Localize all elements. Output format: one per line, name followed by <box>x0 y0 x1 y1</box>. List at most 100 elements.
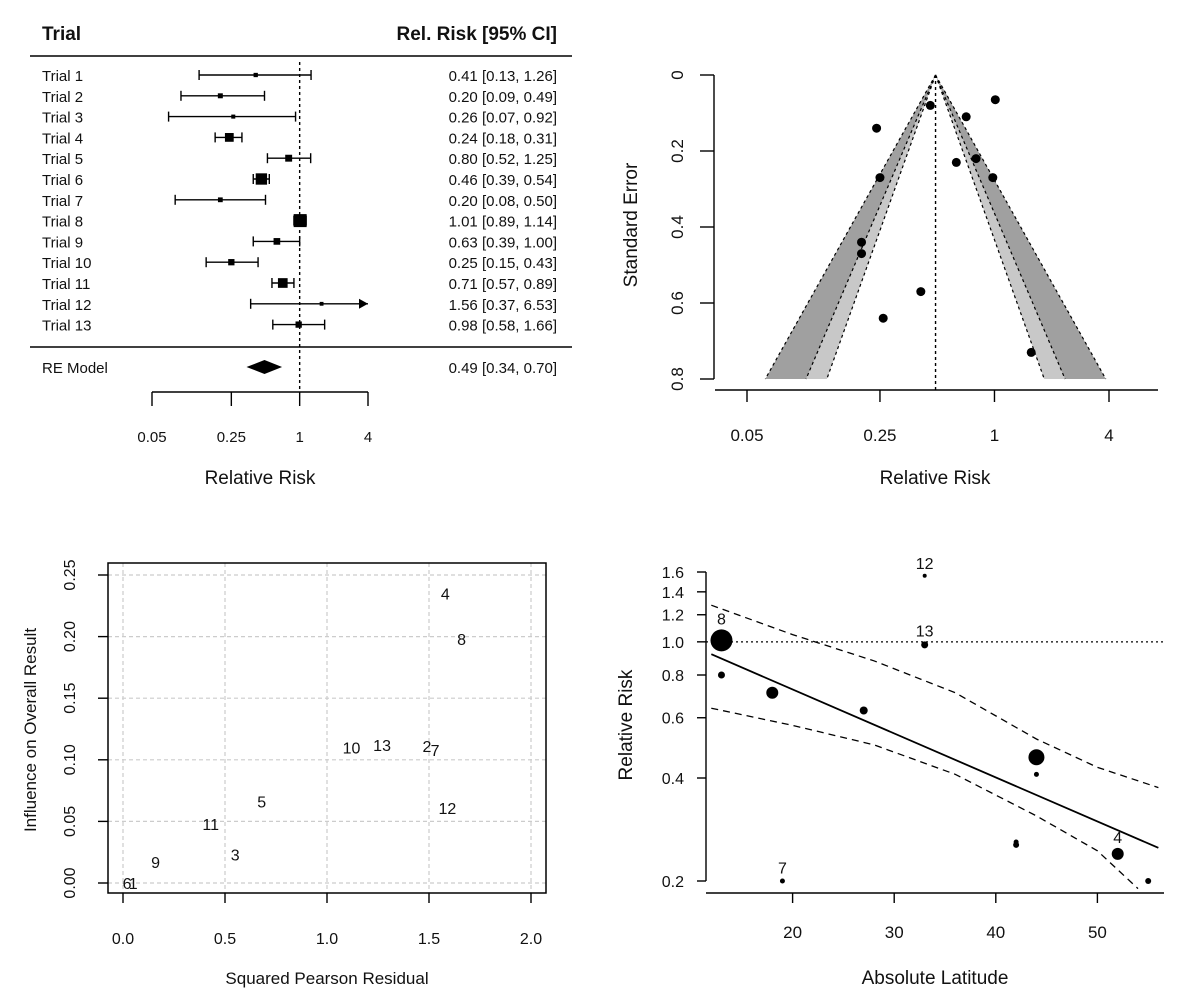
funnel-plot: 0.05 0.25 1 4 0 0.2 0.4 0.6 0.8 Relative Risk St… <box>621 70 1158 489</box>
funnel-x-label: Relative Risk <box>880 468 991 489</box>
influence-x-tick-label: 1.5 <box>418 931 440 948</box>
funnel-x-tick-label: 0.05 <box>730 426 763 445</box>
funnel-y-tick-label: 0.8 <box>668 367 687 391</box>
forest-plot: Trial Rel. Risk [95% CI] Trial 1 0.41 [0.… <box>30 24 572 489</box>
forest-study-estimate: 0.20 [0.08, 0.50] <box>449 193 557 210</box>
funnel-point <box>988 173 998 183</box>
funnel-point <box>875 173 885 183</box>
bubble-y-tick-label: 0.6 <box>662 711 684 728</box>
forest-study-estimate: 0.41 [0.13, 1.26] <box>449 68 557 85</box>
influence-y-tick-label: 0.15 <box>62 683 79 714</box>
bubble-point <box>710 629 733 652</box>
funnel-x-tick-label: 4 <box>1104 426 1113 445</box>
forest-study-estimate: 0.26 [0.07, 0.92] <box>449 110 557 127</box>
forest-header-right: Rel. Risk [95% CI] <box>397 24 558 45</box>
bubble-point-label: 12 <box>916 556 934 573</box>
bubble-points: 8 7 12 13 4 <box>710 556 1152 884</box>
bubble-y-tick-label: 1.4 <box>662 585 684 602</box>
funnel-point <box>925 100 935 110</box>
forest-study-label: Trial 12 <box>42 297 91 314</box>
influence-point-label: 13 <box>373 738 391 755</box>
influence-point-label: 11 <box>202 817 219 834</box>
funnel-point <box>961 112 971 122</box>
forest-study-estimate: 0.71 [0.57, 0.89] <box>449 276 557 293</box>
influence-point-label: 5 <box>257 795 266 812</box>
influence-x-tick-label: 1.0 <box>316 931 338 948</box>
bubble-point <box>1028 749 1045 766</box>
funnel-y-tick-label: 0.4 <box>668 215 687 239</box>
bubble-x-tick-label: 30 <box>885 923 904 942</box>
bubble-point <box>1033 771 1039 777</box>
forest-summary-diamond <box>246 360 283 374</box>
bubble-ci-upper <box>711 604 1159 789</box>
bubble-y-tick-label: 0.2 <box>662 874 684 891</box>
funnel-point <box>1026 347 1036 357</box>
forest-study-label: Trial 9 <box>42 234 83 251</box>
bubble-point-label: 4 <box>1113 830 1122 847</box>
influence-points: 619 3 11 5 12 10 13 2 7 4 8 <box>123 586 467 893</box>
forest-study-label: Trial 2 <box>42 89 83 106</box>
forest-study-label: Trial 3 <box>42 110 83 127</box>
influence-y-label: Influence on Overall Result <box>21 628 40 832</box>
influence-grid <box>108 563 546 893</box>
influence-x-tick-label: 0.0 <box>112 931 134 948</box>
forest-point-box <box>231 114 236 119</box>
forest-point-box <box>228 259 235 266</box>
forest-study-estimate: 0.20 [0.09, 0.49] <box>449 89 557 106</box>
influence-y-tick-label: 0.25 <box>62 559 79 590</box>
influence-x-label: Squared Pearson Residual <box>225 969 428 988</box>
bubble-y-tick-label: 1.6 <box>662 565 684 582</box>
funnel-y-tick-label: 0.2 <box>668 139 687 163</box>
funnel-point <box>857 237 867 247</box>
bubble-ci-lower <box>711 707 1139 890</box>
forest-point-box <box>285 154 293 162</box>
funnel-boundary-line <box>934 74 1066 380</box>
influence-y-tick-label: 0.10 <box>62 744 79 775</box>
influence-point-label: 1 <box>129 876 138 893</box>
influence-point-label: 3 <box>231 848 240 865</box>
bubble-fit-line <box>710 653 1159 849</box>
forest-point-box <box>224 133 234 142</box>
influence-x-tick-label: 2.0 <box>520 931 542 948</box>
influence-y-tick-label: 0.00 <box>62 867 79 898</box>
bubble-point <box>766 686 779 699</box>
forest-study-label: Trial 13 <box>42 318 91 335</box>
funnel-regions <box>764 74 1107 390</box>
forest-point-box <box>273 238 281 245</box>
forest-summary-estimate: 0.49 [0.34, 0.70] <box>449 360 557 377</box>
influence-point-label: 8 <box>457 632 466 649</box>
forest-point-box <box>217 197 223 203</box>
influence-point-label: 6 <box>123 876 132 893</box>
funnel-boundary-line <box>935 74 1107 380</box>
forest-study-estimate: 0.98 [0.58, 1.66] <box>449 318 557 335</box>
funnel-point <box>878 313 888 323</box>
forest-x-tick-label: 4 <box>364 429 372 446</box>
bubble-x-tick-label: 40 <box>986 923 1005 942</box>
forest-x-label: Relative Risk <box>205 468 316 489</box>
influence-y-tick-label: 0.05 <box>62 806 79 837</box>
influence-point-label: 4 <box>441 586 450 603</box>
influence-x-tick-label: 0.5 <box>214 931 236 948</box>
forest-study-label: Trial 10 <box>42 255 91 272</box>
funnel-y-label: Standard Error <box>621 162 642 287</box>
bubble-point-label: 13 <box>916 623 934 640</box>
bubble-y-label: Relative Risk <box>616 669 637 780</box>
funnel-point <box>951 157 961 167</box>
forest-point-box <box>217 93 223 99</box>
forest-study-estimate: 0.24 [0.18, 0.31] <box>449 130 557 147</box>
influence-point-label: 9 <box>151 855 160 872</box>
forest-x-tick-label: 0.05 <box>137 429 166 446</box>
bubble-point <box>921 641 929 649</box>
bubble-y-tick-label: 0.8 <box>662 668 684 685</box>
influence-point-label: 10 <box>343 740 361 757</box>
influence-point-label: 7 <box>431 743 440 760</box>
bubble-point <box>1013 841 1020 848</box>
forest-study-label: Trial 7 <box>42 193 83 210</box>
influence-axes: 0.0 0.5 1.0 1.5 2.0 0.00 0.05 0.10 0.15 0.20 0.25 <box>62 559 542 948</box>
bubble-axes: 20 30 40 50 0.2 0.4 0.6 0.8 1.0 1.2 1.4 1.6 <box>662 565 1164 942</box>
funnel-y-tick-label: 0.6 <box>668 291 687 315</box>
forest-study-label: Trial 8 <box>42 214 83 231</box>
bubble-point <box>717 671 725 679</box>
funnel-axes: 0.05 0.25 1 4 0 0.2 0.4 0.6 0.8 <box>668 70 1158 445</box>
